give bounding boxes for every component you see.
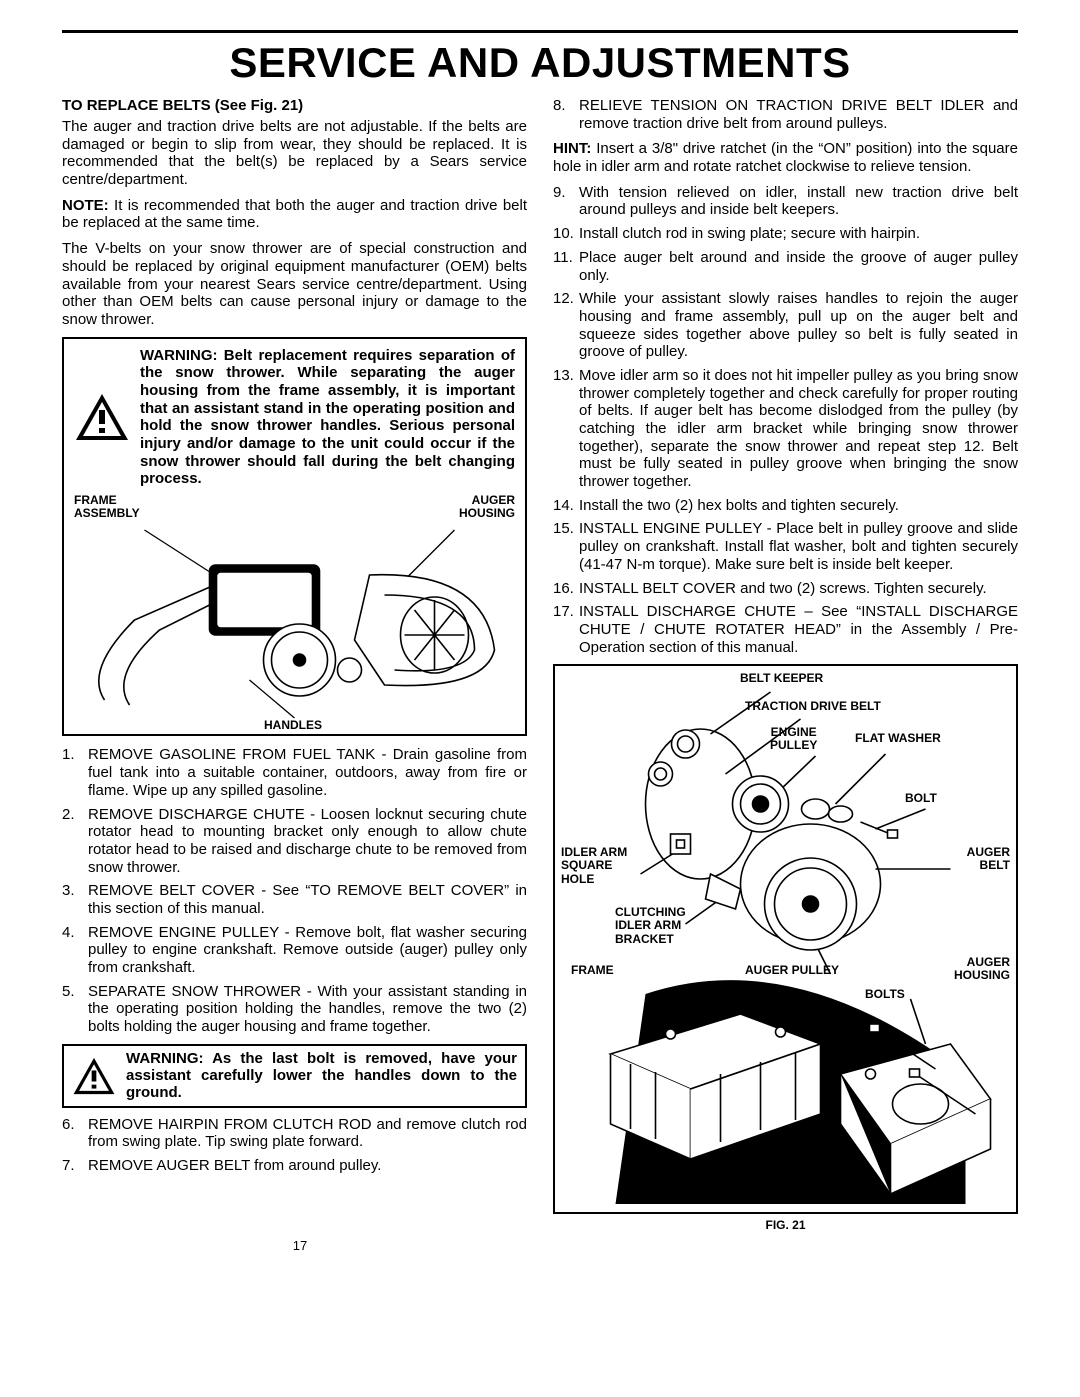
step-number: 17. (553, 603, 579, 656)
step-item: 10.Install clutch rod in swing plate; se… (553, 225, 1018, 243)
step-item: 12.While your assistant slowly raises ha… (553, 290, 1018, 361)
note-label: NOTE: (62, 197, 109, 214)
step-text: With tension relieved on idler, install … (579, 184, 1018, 219)
step-text: SEPARATE SNOW THROWER - With your assist… (88, 983, 527, 1036)
step-text: REMOVE HAIRPIN FROM CLUTCH ROD and remov… (88, 1116, 527, 1151)
step-number: 9. (553, 184, 579, 219)
steps-list-c: 8.RELIEVE TENSION ON TRACTION DRIVE BELT… (553, 97, 1018, 132)
step-text: Move idler arm so it does not hit impell… (579, 367, 1018, 491)
warning-triangle-icon (74, 347, 130, 489)
step-item: 7.REMOVE AUGER BELT from around pulley. (62, 1157, 527, 1175)
step-number: 11. (553, 249, 579, 284)
traction-drive-belt-label: TRACTION DRIVE BELT (745, 700, 881, 713)
step-item: 9.With tension relieved on idler, instal… (553, 184, 1018, 219)
auger-housing-label-1: AUGER HOUSING (459, 494, 515, 520)
warning-1-row: WARNING: Belt replacement requires separ… (74, 347, 515, 489)
snow-thrower-diagram: HANDLES (74, 520, 515, 730)
step-number: 14. (553, 497, 579, 515)
right-column: 8.RELIEVE TENSION ON TRACTION DRIVE BELT… (553, 97, 1018, 1232)
note-text: It is recommended that both the auger an… (62, 197, 527, 232)
step-number: 2. (62, 806, 88, 877)
warning-diagram-box: WARNING: Belt replacement requires separ… (62, 337, 527, 737)
step-text: REMOVE AUGER BELT from around pulley. (88, 1157, 527, 1175)
warning-triangle-icon-2 (72, 1056, 116, 1096)
step-item: 16.INSTALL BELT COVER and two (2) screws… (553, 580, 1018, 598)
bolts-label: BOLTS (865, 988, 905, 1001)
step-item: 11.Place auger belt around and inside th… (553, 249, 1018, 284)
step-item: 8.RELIEVE TENSION ON TRACTION DRIVE BELT… (553, 97, 1018, 132)
left-column: TO REPLACE BELTS (See Fig. 21) The auger… (62, 97, 527, 1232)
warning-1-text: WARNING: Belt replacement requires separ… (140, 347, 515, 489)
page-title: SERVICE AND ADJUSTMENTS (62, 39, 1018, 87)
idler-arm-label: IDLER ARM SQUARE HOLE (561, 846, 627, 886)
steps-list-d: 9.With tension relieved on idler, instal… (553, 184, 1018, 657)
step-item: 5.SEPARATE SNOW THROWER - With your assi… (62, 983, 527, 1036)
flat-washer-label: FLAT WASHER (855, 732, 941, 745)
step-item: 17.INSTALL DISCHARGE CHUTE – See “INSTAL… (553, 603, 1018, 656)
step-number: 13. (553, 367, 579, 491)
step-number: 12. (553, 290, 579, 361)
auger-pulley-label: AUGER PULLEY (745, 964, 839, 977)
intro-paragraph-2: The V-belts on your snow thrower are of … (62, 240, 527, 328)
step-number: 4. (62, 924, 88, 977)
hint-label: HINT: (553, 140, 591, 157)
step-number: 5. (62, 983, 88, 1036)
step-item: 15.INSTALL ENGINE PULLEY - Place belt in… (553, 520, 1018, 573)
handles-label: HANDLES (264, 719, 322, 732)
step-text: Place auger belt around and inside the g… (579, 249, 1018, 284)
hint-paragraph: HINT: Insert a 3/8" drive ratchet (in th… (553, 140, 1018, 175)
step-text: REMOVE GASOLINE FROM FUEL TANK - Drain g… (88, 746, 527, 799)
step-text: INSTALL BELT COVER and two (2) screws. T… (579, 580, 1018, 598)
steps-list-b: 6.REMOVE HAIRPIN FROM CLUTCH ROD and rem… (62, 1116, 527, 1175)
step-number: 1. (62, 746, 88, 799)
step-number: 10. (553, 225, 579, 243)
step-number: 15. (553, 520, 579, 573)
diagram1-top-labels: FRAME ASSEMBLY AUGER HOUSING (74, 494, 515, 520)
step-item: 4.REMOVE ENGINE PULLEY - Remove bolt, fl… (62, 924, 527, 977)
note-paragraph: NOTE: It is recommended that both the au… (62, 197, 527, 232)
top-rule (62, 30, 1018, 33)
step-number: 7. (62, 1157, 88, 1175)
step-item: 2.REMOVE DISCHARGE CHUTE - Loosen locknu… (62, 806, 527, 877)
intro-paragraph-1: The auger and traction drive belts are n… (62, 118, 527, 189)
step-text: Install clutch rod in swing plate; secur… (579, 225, 1018, 243)
page: SERVICE AND ADJUSTMENTS TO REPLACE BELTS… (0, 0, 1080, 1283)
step-text: Install the two (2) hex bolts and tighte… (579, 497, 1018, 515)
bolt-label: BOLT (905, 792, 937, 805)
frame-assembly-label: FRAME ASSEMBLY (74, 494, 140, 520)
steps-list-a: 1.REMOVE GASOLINE FROM FUEL TANK - Drain… (62, 746, 527, 1035)
step-text: REMOVE ENGINE PULLEY - Remove bolt, flat… (88, 924, 527, 977)
warning-2-text: WARNING: As the last bolt is removed, ha… (126, 1050, 517, 1102)
auger-belt-label: AUGER BELT (967, 846, 1010, 872)
step-item: 1.REMOVE GASOLINE FROM FUEL TANK - Drain… (62, 746, 527, 799)
belt-keeper-label: BELT KEEPER (740, 672, 823, 685)
step-number: 3. (62, 882, 88, 917)
step-number: 6. (62, 1116, 88, 1151)
two-column-layout: TO REPLACE BELTS (See Fig. 21) The auger… (62, 97, 1018, 1232)
step-text: REMOVE BELT COVER - See “TO REMOVE BELT … (88, 882, 527, 917)
step-item: 6.REMOVE HAIRPIN FROM CLUTCH ROD and rem… (62, 1116, 527, 1151)
step-text: INSTALL ENGINE PULLEY - Place belt in pu… (579, 520, 1018, 573)
clutching-label: CLUTCHING IDLER ARM BRACKET (615, 906, 686, 946)
replace-belts-heading: TO REPLACE BELTS (See Fig. 21) (62, 97, 527, 114)
step-item: 14.Install the two (2) hex bolts and tig… (553, 497, 1018, 515)
step-number: 8. (553, 97, 579, 132)
page-number: 17 (0, 1238, 778, 1253)
warning-2-box: WARNING: As the last bolt is removed, ha… (62, 1044, 527, 1108)
figure-caption: FIG. 21 (553, 1218, 1018, 1232)
step-text: REMOVE DISCHARGE CHUTE - Loosen locknut … (88, 806, 527, 877)
frame-label: FRAME (571, 964, 614, 977)
engine-pulley-label: ENGINE PULLEY (770, 726, 817, 752)
figure-21-box: BELT KEEPER TRACTION DRIVE BELT ENGINE P… (553, 664, 1018, 1214)
auger-housing-label-2: AUGER HOUSING (954, 956, 1010, 982)
snow-thrower-svg (74, 520, 515, 730)
step-text: RELIEVE TENSION ON TRACTION DRIVE BELT I… (579, 97, 1018, 132)
step-text: INSTALL DISCHARGE CHUTE – See “INSTALL D… (579, 603, 1018, 656)
step-text: While your assistant slowly raises handl… (579, 290, 1018, 361)
hint-text: Insert a 3/8" drive ratchet (in the “ON”… (553, 140, 1018, 175)
step-number: 16. (553, 580, 579, 598)
step-item: 3.REMOVE BELT COVER - See “TO REMOVE BEL… (62, 882, 527, 917)
step-item: 13.Move idler arm so it does not hit imp… (553, 367, 1018, 491)
